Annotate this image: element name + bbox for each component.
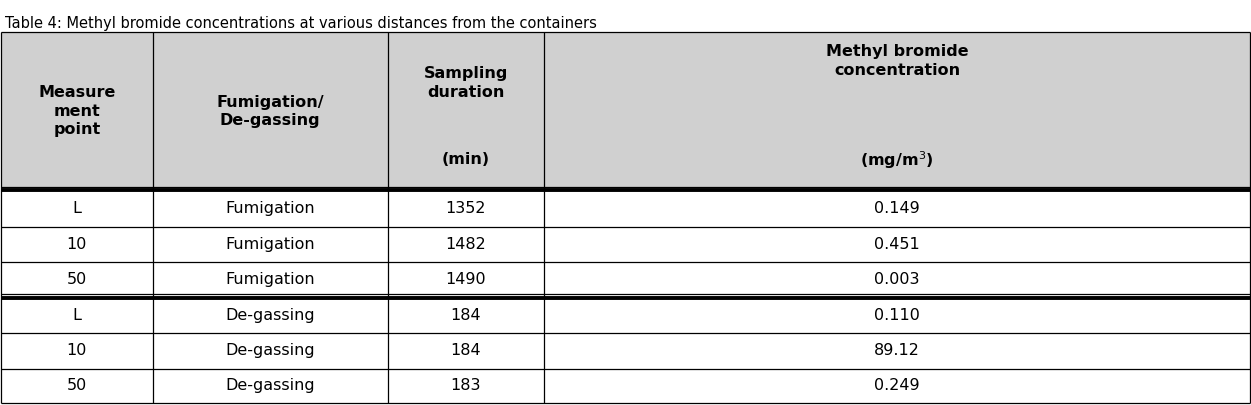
Bar (544, 333, 1250, 369)
Bar (544, 227, 1250, 262)
Text: 50: 50 (66, 272, 88, 288)
Bar (153, 262, 388, 298)
Text: 0.451: 0.451 (874, 237, 919, 252)
Text: De-gassing: De-gassing (225, 308, 315, 323)
Bar (544, 190, 1250, 227)
Text: Sampling
duration: Sampling duration (424, 66, 508, 100)
Bar (388, 262, 544, 298)
Bar (153, 333, 388, 369)
Text: 183: 183 (450, 378, 482, 393)
Bar (388, 227, 544, 262)
Text: Methyl bromide
concentration: Methyl bromide concentration (826, 44, 968, 77)
Bar (544, 32, 1250, 190)
Bar (1, 227, 153, 262)
Text: 10: 10 (66, 237, 88, 252)
Bar (388, 298, 544, 333)
Text: Fumigation: Fumigation (225, 201, 315, 216)
Bar (388, 190, 544, 227)
Bar (153, 369, 388, 403)
Bar (1, 190, 153, 227)
Text: 50: 50 (66, 378, 88, 393)
Bar (544, 262, 1250, 298)
Bar (544, 369, 1250, 403)
Text: De-gassing: De-gassing (225, 378, 315, 393)
Text: 1482: 1482 (445, 237, 487, 252)
Bar (153, 32, 388, 190)
Bar (1, 32, 153, 190)
Text: 0.149: 0.149 (874, 201, 919, 216)
Text: Fumigation: Fumigation (225, 272, 315, 288)
Text: Fumigation: Fumigation (225, 237, 315, 252)
Bar (153, 227, 388, 262)
Text: Measure
ment
point: Measure ment point (39, 85, 115, 137)
Bar (388, 369, 544, 403)
Text: 89.12: 89.12 (874, 343, 919, 358)
Text: Table 4: Methyl bromide concentrations at various distances from the containers: Table 4: Methyl bromide concentrations a… (5, 16, 597, 31)
Bar (153, 190, 388, 227)
Text: 0.003: 0.003 (874, 272, 919, 288)
Text: Fumigation/
De-gassing: Fumigation/ De-gassing (216, 95, 324, 128)
Bar (1, 298, 153, 333)
Text: 184: 184 (450, 308, 482, 323)
Bar (1, 262, 153, 298)
Bar (153, 298, 388, 333)
Bar (388, 32, 544, 190)
Bar (1, 333, 153, 369)
Text: (mg/m$^3$): (mg/m$^3$) (861, 149, 933, 171)
Text: 184: 184 (450, 343, 482, 358)
Text: 10: 10 (66, 343, 88, 358)
Text: 0.249: 0.249 (874, 378, 919, 393)
Text: L: L (73, 308, 81, 323)
Text: 1352: 1352 (445, 201, 487, 216)
Text: L: L (73, 201, 81, 216)
Bar (1, 369, 153, 403)
Text: 1490: 1490 (445, 272, 487, 288)
Text: De-gassing: De-gassing (225, 343, 315, 358)
Text: (min): (min) (442, 152, 490, 168)
Bar (388, 333, 544, 369)
Text: 0.110: 0.110 (874, 308, 919, 323)
Bar (544, 298, 1250, 333)
